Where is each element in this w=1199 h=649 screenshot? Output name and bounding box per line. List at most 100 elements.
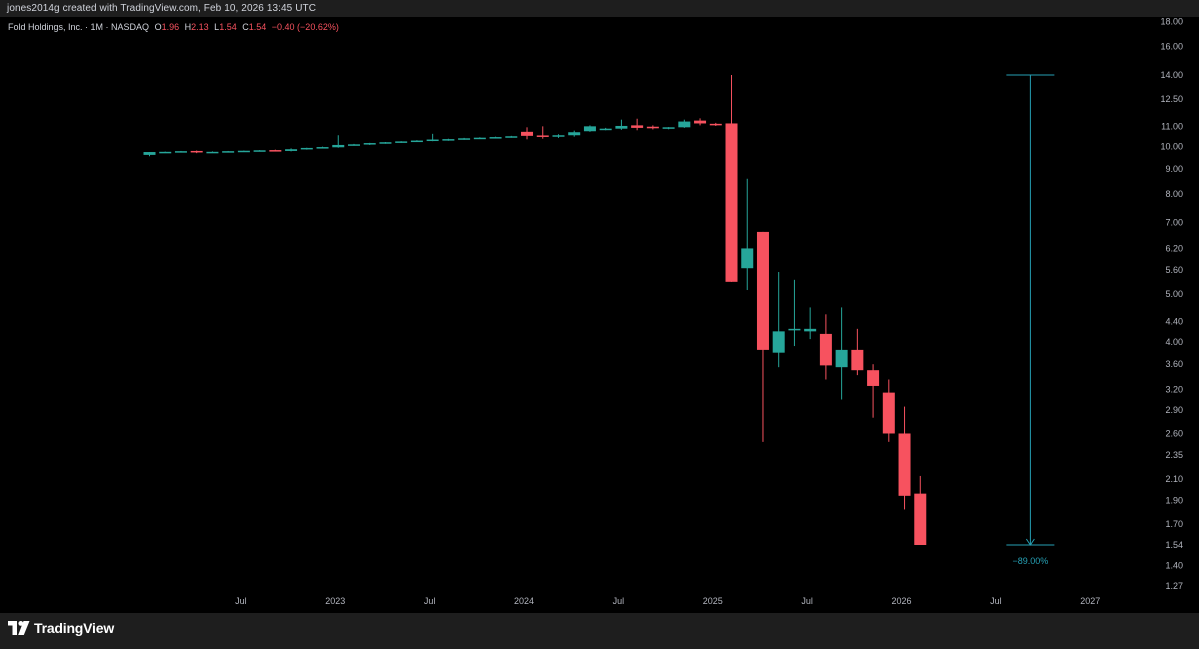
candle [741,178,754,291]
candle [379,142,392,144]
low-label: L [214,22,220,32]
candle [269,149,282,152]
candle-body [253,150,266,152]
chart-area[interactable] [0,17,1199,613]
y-tick-label: 18.00 [1160,16,1183,26]
candle-body [804,328,817,332]
y-tick-label: 2.90 [1165,405,1183,415]
y-tick-label: 4.40 [1165,316,1183,326]
candle [206,151,219,154]
y-tick-label: 9.00 [1165,164,1183,174]
candles-layer [143,75,927,545]
x-tick-label: Jul [235,596,247,606]
candle-body [174,151,187,153]
candle [190,150,203,154]
candle-body [756,231,769,350]
symbol-legend[interactable]: Fold Holdings, Inc. · 1M · NASDAQ O1.96 … [8,22,339,32]
candle-body [489,137,502,139]
measure-arrow-icon [1025,538,1035,546]
x-tick-label: Jul [801,596,813,606]
candle-body [882,392,895,434]
candle [347,143,360,146]
candle-body [521,131,534,136]
y-tick-label: 12.50 [1160,94,1183,104]
candle-body [662,127,675,129]
y-tick-label: 3.60 [1165,359,1183,369]
candle-body [395,141,408,143]
candle [599,127,612,131]
y-tick-label: 2.10 [1165,474,1183,484]
candle [694,118,707,126]
candle-body [898,433,911,496]
candle-body [772,331,785,353]
candle [552,134,565,138]
candle-body [583,126,596,132]
y-tick-label: 16.00 [1160,42,1183,52]
candle [442,138,455,141]
candle-body [347,144,360,146]
x-tick-label: 2025 [703,596,723,606]
y-tick-label: 2.35 [1165,450,1183,460]
candle-body [316,147,329,149]
symbol-name: Fold Holdings, Inc. · 1M · NASDAQ [8,22,150,32]
y-tick-label: 4.00 [1165,337,1183,347]
candle [536,126,549,139]
candle-body [615,125,628,129]
candle [143,152,156,157]
candle [804,307,817,340]
tradingview-logo[interactable]: TradingView [8,620,114,636]
candle-body [269,150,282,152]
y-tick-label: 1.70 [1165,519,1183,529]
candle-body [914,493,927,545]
candle [662,127,675,130]
candle [709,122,722,126]
candle-body [332,144,345,148]
candle-body [599,128,612,131]
candle-body [835,349,848,368]
candle [678,119,691,128]
x-tick-label: 2024 [514,596,534,606]
candle [237,150,250,153]
candle-body [741,248,754,269]
candle-body [190,150,203,153]
candle-body [159,151,172,154]
brand-name: TradingView [34,620,115,636]
price-axis: 18.00 16.00 14.00 12.50 11.00 10.00 9.00 8.00 7.… [1160,16,1183,591]
y-tick-label: 1.27 [1165,581,1183,591]
candle-body [410,140,423,143]
candle [583,125,596,132]
candle [363,142,376,145]
change-value: −0.40 (−20.62%) [271,22,339,32]
candle-body [552,135,565,137]
candle-body [206,151,219,154]
open-value: 1.96 [161,22,180,32]
x-tick-label: Jul [990,596,1002,606]
measure-label: −89.00% [1012,556,1048,566]
candle [819,314,832,380]
y-tick-label: 14.00 [1160,70,1183,80]
top-bar: jones2014g created with TradingView.com,… [0,0,1199,17]
open-label: O [154,22,162,32]
x-tick-label: 2027 [1080,596,1100,606]
candle [851,328,864,376]
candle [867,364,880,418]
candle-body [363,143,376,145]
low-value: 1.54 [219,22,237,32]
candle [300,147,313,150]
candle [772,272,785,368]
candle [489,136,502,139]
candle [159,151,172,154]
candle-body [851,349,864,371]
candle [914,475,927,545]
tradingview-logo-icon [8,621,30,635]
x-tick-label: 2026 [892,596,912,606]
candlestick-chart[interactable]: −89.00% 18.00 16.00 14.00 12.50 11.00 10.00 9.… [0,0,1199,613]
candle-body [222,151,235,153]
candle-body [300,147,313,150]
close-label: C [242,22,249,32]
y-tick-label: 2.60 [1165,428,1183,438]
candle-body [646,126,659,129]
y-tick-label: 5.60 [1165,265,1183,275]
candle-body [568,132,581,136]
candle-body [819,333,832,366]
